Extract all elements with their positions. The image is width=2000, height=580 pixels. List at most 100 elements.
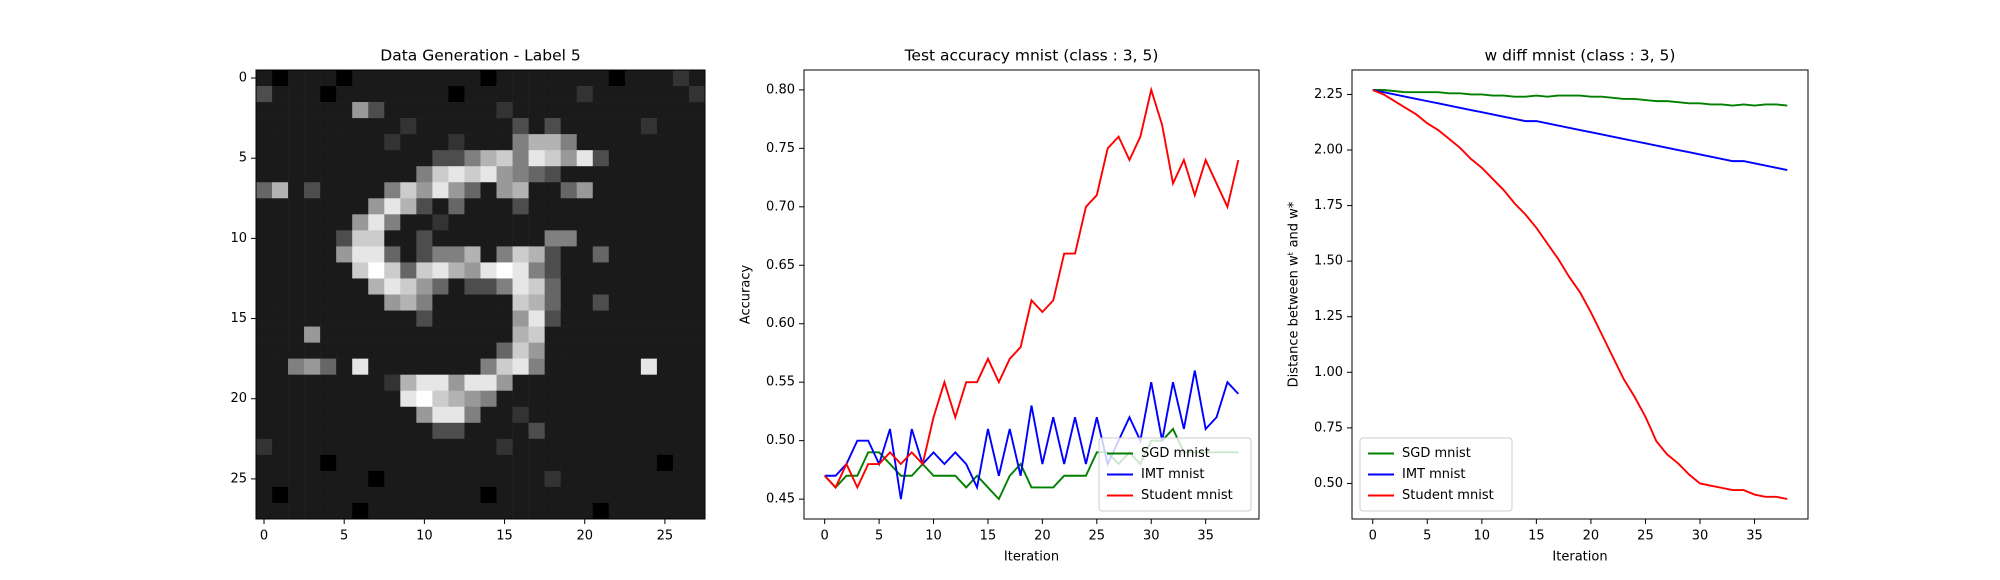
- pixel: [384, 342, 401, 359]
- x-axis-label: Iteration: [1004, 550, 1059, 565]
- pixel: [416, 406, 433, 424]
- pixel: [672, 358, 690, 375]
- pixel: [336, 422, 353, 440]
- pixel: [528, 342, 545, 359]
- pixel: [576, 118, 594, 135]
- pixel: [336, 278, 353, 295]
- pixel: [688, 246, 706, 263]
- pixel: [368, 230, 385, 247]
- pixel: [320, 70, 337, 87]
- x-tick-label: 25: [1637, 529, 1654, 544]
- pixel: [512, 486, 529, 504]
- x-tick-label: 20: [576, 529, 593, 544]
- pixel: [512, 278, 529, 295]
- pixel: [688, 86, 706, 103]
- pixel: [272, 502, 289, 520]
- pixel: [544, 150, 561, 167]
- pixel: [432, 166, 449, 183]
- pixel: [592, 326, 610, 343]
- pixel: [272, 246, 289, 263]
- pixel: [512, 198, 529, 215]
- pixel: [496, 486, 513, 504]
- pixel: [640, 246, 658, 263]
- pixel: [320, 390, 337, 408]
- y-axis-label: Distance between wᵗ and w*: [1287, 201, 1302, 387]
- pixel: [624, 294, 642, 311]
- pixel: [512, 86, 529, 103]
- pixel: [368, 262, 385, 279]
- pixel: [656, 422, 674, 440]
- pixel: [624, 326, 642, 343]
- pixel: [288, 182, 305, 199]
- data-line: [823, 86, 1240, 490]
- pixel: [384, 438, 401, 456]
- pixel: [400, 230, 417, 247]
- pixel: [640, 310, 658, 327]
- pixel: [304, 278, 321, 295]
- pixel: [592, 246, 610, 263]
- pixel: [672, 422, 690, 440]
- pixel: [352, 214, 369, 231]
- pixel: [560, 374, 578, 392]
- pixel: [480, 390, 497, 408]
- pixel: [352, 134, 369, 151]
- pixel: [560, 278, 578, 295]
- pixel: [288, 502, 305, 520]
- pixel: [672, 310, 690, 327]
- pixel: [464, 278, 481, 295]
- pixel: [464, 182, 481, 199]
- pixel: [400, 134, 417, 151]
- pixel: [368, 326, 385, 343]
- pixel: [256, 198, 273, 215]
- pixel: [544, 310, 561, 327]
- pixel: [512, 358, 529, 375]
- pixel: [544, 86, 561, 103]
- pixel: [448, 262, 465, 279]
- pixel: [576, 438, 594, 456]
- pixel: [400, 294, 417, 311]
- pixel: [288, 390, 305, 408]
- pixel: [304, 102, 321, 119]
- pixel: [256, 422, 273, 440]
- pixel: [448, 198, 465, 215]
- pixel: [336, 310, 353, 327]
- pixel: [592, 374, 610, 392]
- pixel: [480, 310, 497, 327]
- data-line: [824, 370, 1240, 500]
- pixel: [384, 214, 401, 231]
- pixel: [432, 390, 449, 408]
- pixel: [576, 470, 594, 488]
- pixel: [640, 454, 658, 472]
- pixel: [576, 374, 594, 392]
- pixel: [496, 278, 513, 295]
- pixel: [640, 294, 658, 311]
- pixel: [656, 470, 674, 488]
- pixel: [320, 438, 337, 456]
- pixel: [592, 502, 610, 520]
- pixel: [464, 326, 481, 343]
- pixel: [384, 422, 401, 440]
- pixel: [608, 486, 626, 504]
- pixel: [368, 86, 385, 103]
- pixel: [640, 422, 658, 440]
- pixel: [384, 470, 401, 488]
- x-tick-label: 20: [1583, 529, 1600, 544]
- pixel: [608, 326, 626, 343]
- pixel: [352, 198, 369, 215]
- pixel: [672, 406, 690, 424]
- pixel: [608, 470, 626, 488]
- pixel: [384, 262, 401, 279]
- pixel: [496, 438, 513, 456]
- pixel: [592, 198, 610, 215]
- pixel: [368, 118, 385, 135]
- pixel: [608, 230, 626, 247]
- pixel: [688, 262, 706, 279]
- pixel: [592, 454, 610, 472]
- pixel: [624, 150, 642, 167]
- pixel: [576, 486, 594, 504]
- pixel: [656, 438, 674, 456]
- pixel: [320, 502, 337, 520]
- pixel: [304, 358, 321, 375]
- pixel: [272, 182, 289, 199]
- pixel: [688, 294, 706, 311]
